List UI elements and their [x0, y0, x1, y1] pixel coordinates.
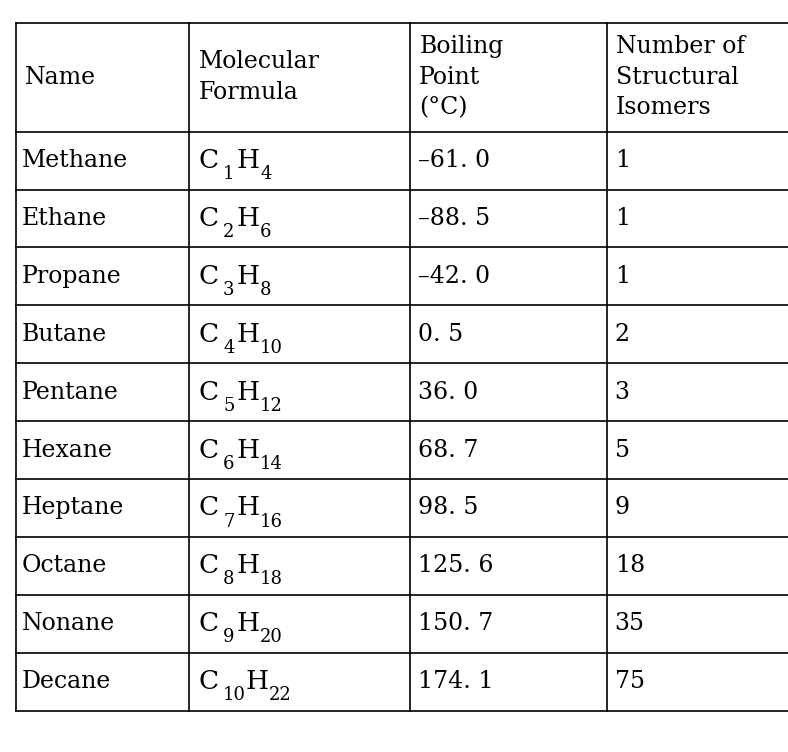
Text: H: H — [236, 264, 259, 289]
Text: C: C — [199, 496, 219, 520]
Text: H: H — [236, 611, 259, 636]
Text: 16: 16 — [260, 513, 283, 530]
Text: H: H — [236, 206, 259, 231]
Text: 98. 5: 98. 5 — [418, 496, 478, 520]
Text: 9: 9 — [223, 629, 235, 646]
Text: 2: 2 — [615, 323, 630, 346]
Text: Methane: Methane — [22, 149, 128, 172]
Text: 68. 7: 68. 7 — [418, 438, 478, 462]
Text: 14: 14 — [260, 455, 283, 472]
Text: C: C — [199, 264, 219, 289]
Text: Pentane: Pentane — [22, 381, 119, 404]
Text: Name: Name — [25, 65, 96, 89]
Text: C: C — [199, 669, 219, 694]
Text: Decane: Decane — [22, 670, 111, 693]
Text: H: H — [236, 148, 259, 173]
Text: 9: 9 — [615, 496, 630, 520]
Text: Molecular
Formula: Molecular Formula — [199, 50, 320, 104]
Text: 6: 6 — [223, 455, 235, 472]
Text: 20: 20 — [260, 629, 283, 646]
Text: 5: 5 — [223, 397, 234, 414]
Text: 2: 2 — [223, 223, 234, 241]
Text: Hexane: Hexane — [22, 438, 113, 462]
Text: 5: 5 — [615, 438, 630, 462]
Text: Boiling
Point
(°C): Boiling Point (°C) — [419, 35, 504, 119]
Text: Heptane: Heptane — [22, 496, 125, 520]
Text: –61. 0: –61. 0 — [418, 149, 490, 172]
Text: Octane: Octane — [22, 554, 107, 578]
Text: 174. 1: 174. 1 — [418, 670, 493, 693]
Text: Ethane: Ethane — [22, 207, 107, 230]
Text: H: H — [236, 322, 259, 347]
Text: C: C — [199, 611, 219, 636]
Text: 10: 10 — [260, 339, 283, 356]
Text: 8: 8 — [223, 571, 235, 588]
Text: 18: 18 — [615, 554, 645, 578]
Text: 125. 6: 125. 6 — [418, 554, 493, 578]
Text: 36. 0: 36. 0 — [418, 381, 478, 404]
Text: Nonane: Nonane — [22, 612, 115, 635]
Text: H: H — [245, 669, 268, 694]
Text: Butane: Butane — [22, 323, 107, 346]
Text: C: C — [199, 206, 219, 231]
Text: 1: 1 — [615, 265, 630, 288]
Text: 3: 3 — [223, 281, 235, 299]
Text: 22: 22 — [269, 687, 292, 704]
Text: 150. 7: 150. 7 — [418, 612, 492, 635]
Text: C: C — [199, 148, 219, 173]
Text: 0. 5: 0. 5 — [418, 323, 463, 346]
Text: –42. 0: –42. 0 — [418, 265, 490, 288]
Text: Propane: Propane — [22, 265, 122, 288]
Text: H: H — [236, 496, 259, 520]
Text: 7: 7 — [223, 513, 234, 530]
Text: H: H — [236, 380, 259, 405]
Text: C: C — [199, 322, 219, 347]
Text: C: C — [199, 380, 219, 405]
Text: H: H — [236, 438, 259, 462]
Text: 12: 12 — [260, 397, 283, 414]
Text: C: C — [199, 438, 219, 462]
Text: Number of
Structural
Isomers: Number of Structural Isomers — [616, 35, 745, 119]
Text: 4: 4 — [260, 165, 271, 183]
Text: 18: 18 — [260, 571, 283, 588]
Text: –88. 5: –88. 5 — [418, 207, 490, 230]
Text: 4: 4 — [223, 339, 234, 356]
Text: 35: 35 — [615, 612, 645, 635]
Text: 6: 6 — [260, 223, 272, 241]
Text: 1: 1 — [615, 149, 630, 172]
Text: 10: 10 — [223, 687, 246, 704]
Text: 3: 3 — [615, 381, 630, 404]
Text: 75: 75 — [615, 670, 645, 693]
Text: 8: 8 — [260, 281, 272, 299]
Text: 1: 1 — [615, 207, 630, 230]
Text: H: H — [236, 553, 259, 578]
Text: 1: 1 — [223, 165, 235, 183]
Text: C: C — [199, 553, 219, 578]
